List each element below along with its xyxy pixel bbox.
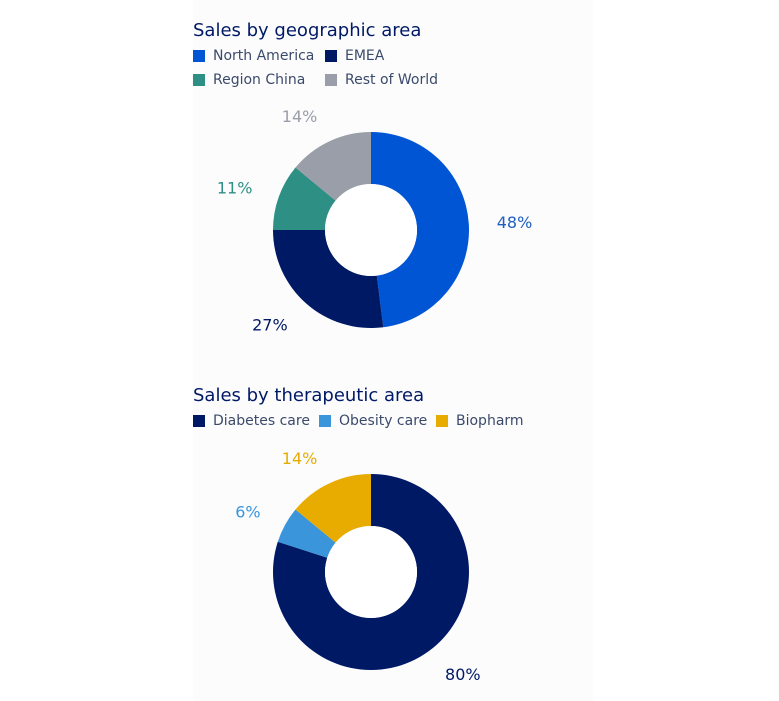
geographic-chart: Sales by geographic area North America E… [193, 20, 573, 100]
legend-item-emea: EMEA [325, 48, 384, 64]
legend-item-region-china: Region China [193, 72, 305, 88]
donut-slice-rest-of-world [295, 132, 371, 201]
legend-label: Rest of World [345, 72, 439, 88]
legend-label: Biopharm [456, 413, 524, 429]
donut-slice-north-america [371, 132, 470, 328]
chart-title: Sales by therapeutic area [193, 385, 425, 406]
legend-label: EMEA [345, 48, 385, 64]
legend-item-rest-of-world: Rest of World [325, 72, 438, 88]
donut-center-hole [325, 526, 417, 618]
donut-slice-emea [273, 230, 384, 328]
donut-slice-diabetes-care [273, 474, 470, 670]
data-label-rest-of-world: 14% [282, 107, 318, 126]
donut-center-hole [325, 184, 417, 276]
legend-item-obesity-care: Obesity care [319, 413, 427, 429]
legend-label: Diabetes care [213, 413, 310, 429]
geographic-donut-chart: 48% 27% 11% 14% [217, 107, 533, 335]
therapeutic-chart: Sales by therapeutic area Diabetes care … [193, 385, 573, 465]
legend: North America EMEA Region China Rest of … [193, 42, 573, 100]
data-label-biopharm: 14% [282, 449, 318, 468]
data-label-emea: 27% [252, 316, 288, 335]
donut-slice-region-china [273, 167, 336, 230]
legend-swatch [436, 415, 448, 427]
legend-label: Obesity care [339, 413, 428, 429]
legend-label: North America [213, 48, 315, 64]
legend-item-biopharm: Biopharm [436, 413, 524, 429]
legend-swatch [319, 415, 331, 427]
legend-swatch [193, 415, 205, 427]
data-label-diabetes-care: 80% [445, 665, 481, 684]
legend-item-north-america: North America [193, 48, 314, 64]
legend-swatch [325, 50, 337, 62]
therapeutic-donut-chart: 80% 6% 14% [235, 449, 481, 684]
donut-slice-obesity-care [277, 509, 336, 558]
legend-swatch [325, 74, 337, 86]
legend: Diabetes care Obesity care Biopharm [193, 407, 573, 465]
legend-label: Region China [213, 72, 306, 88]
legend-swatch [193, 50, 205, 62]
donut-slice-biopharm [295, 474, 371, 543]
legend-item-diabetes-care: Diabetes care [193, 413, 310, 429]
legend-swatch [193, 74, 205, 86]
data-label-obesity-care: 6% [235, 502, 260, 521]
data-label-region-china: 11% [217, 178, 253, 197]
chart-title: Sales by geographic area [193, 20, 422, 41]
data-label-north-america: 48% [497, 213, 533, 232]
